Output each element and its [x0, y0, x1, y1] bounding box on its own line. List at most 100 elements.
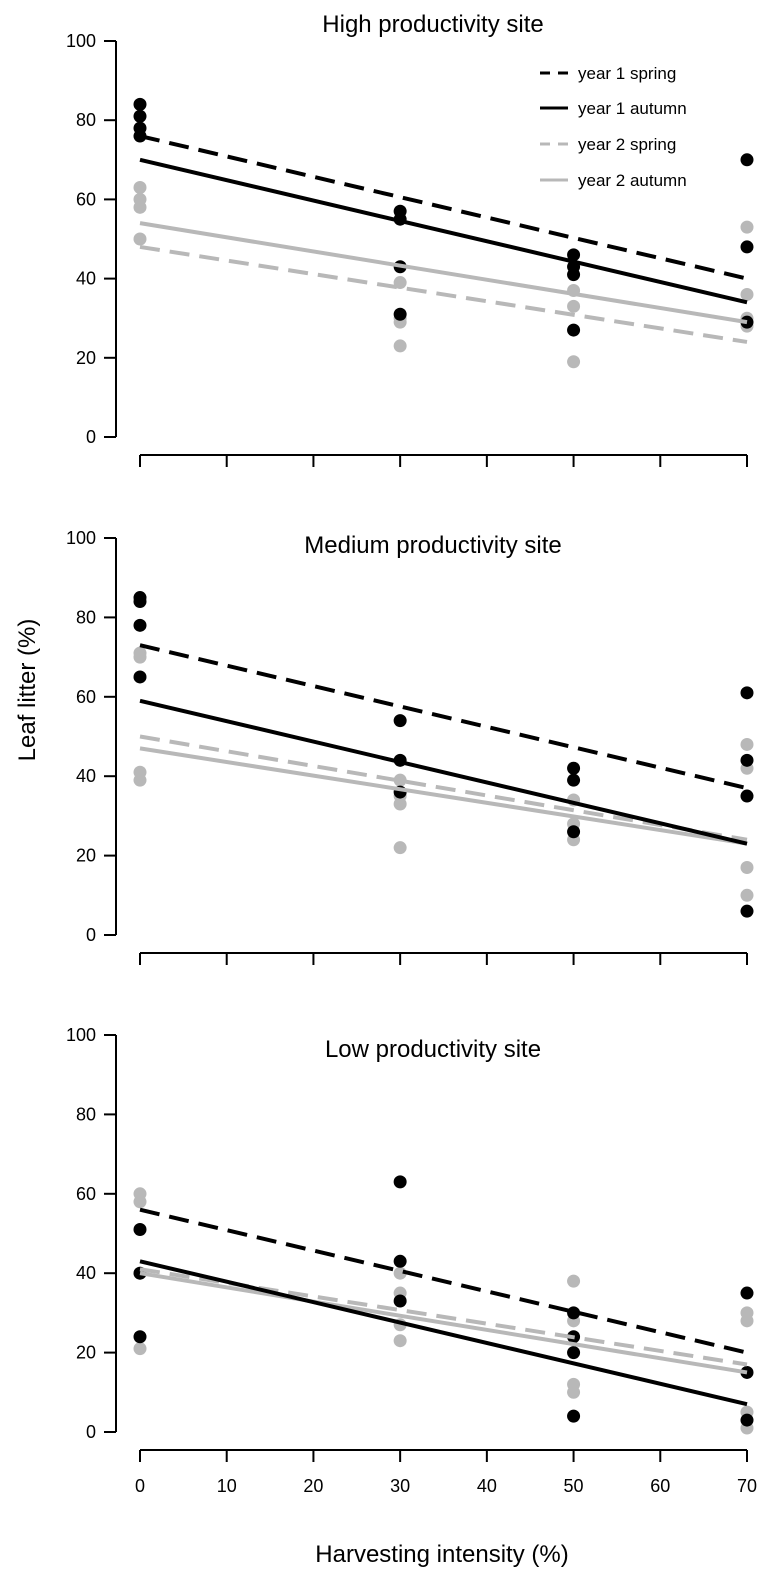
data-point-gray: [567, 299, 581, 313]
x-tick-label: 70: [737, 1476, 757, 1496]
panel-2: 0 20 40 60 80 100 Medium productivity site: [66, 528, 754, 965]
y-tick-label: 100: [66, 31, 96, 51]
data-point-black: [740, 789, 754, 803]
legend: year 1 spring year 1 autumn year 2 spring y…: [540, 64, 687, 190]
y-tick-label: 0: [86, 427, 96, 447]
data-point-gray: [740, 861, 754, 875]
data-point-black: [133, 670, 147, 684]
regression-line-y1s: [139, 134, 748, 281]
y-tick-label: 40: [76, 269, 96, 289]
panel-title: Medium productivity site: [304, 532, 561, 559]
data-point-black: [133, 1330, 147, 1344]
data-point-black: [740, 1286, 754, 1300]
data-point-black: [567, 268, 581, 282]
data-point-gray: [133, 181, 147, 195]
y-tick-label: 20: [76, 1343, 96, 1363]
data-point-gray: [740, 287, 754, 301]
x-tick-label: 20: [303, 1476, 323, 1496]
y-tick-label: 20: [76, 846, 96, 866]
regression-line-y2a: [139, 221, 748, 325]
y-tick-label: 80: [76, 1104, 96, 1124]
data-point-black: [133, 97, 147, 111]
data-point-gray: [567, 1385, 581, 1399]
x-tick-label: 30: [390, 1476, 410, 1496]
data-point-gray: [393, 339, 407, 353]
legend-label-y2a: year 2 autumn: [578, 171, 687, 190]
data-point-black: [567, 825, 581, 839]
x-tick-label: 60: [650, 1476, 670, 1496]
panel-1: 0 20 40 60 80 100 High productivity site year 1…: [66, 11, 754, 467]
data-point-black: [567, 1409, 581, 1423]
data-point-black: [567, 1306, 581, 1320]
y-tick-label: 40: [76, 1263, 96, 1283]
data-point-gray: [393, 797, 407, 811]
panel-3: 0 20 40 60 80 100 0 10 20 30 40 50 60 70 Low productiv…: [66, 1025, 757, 1496]
regression-line-y2a: [139, 746, 748, 846]
x-tick-label: 50: [564, 1476, 584, 1496]
data-point-black: [740, 1413, 754, 1427]
data-point-black: [393, 1294, 407, 1308]
data-point-black: [567, 1346, 581, 1360]
y-tick-label: 100: [66, 1025, 96, 1045]
x-tick-label: 0: [135, 1476, 145, 1496]
data-point-gray: [133, 232, 147, 246]
y-tick-label: 60: [76, 687, 96, 707]
x-axis-label: Harvesting intensity (%): [315, 1541, 568, 1568]
data-point-black: [740, 753, 754, 767]
data-point-black: [567, 773, 581, 787]
data-point-gray: [133, 1342, 147, 1356]
y-axis-label: Leaf litter (%): [14, 619, 41, 762]
data-point-black: [740, 904, 754, 918]
data-point-black: [133, 1223, 147, 1237]
data-point-black: [393, 1254, 407, 1268]
y-tick-label: 0: [86, 1422, 96, 1442]
data-point-gray: [740, 888, 754, 902]
x-tick-label: 10: [217, 1476, 237, 1496]
x-tick-label: 40: [477, 1476, 497, 1496]
data-point-black: [567, 248, 581, 262]
y-tick-label: 40: [76, 766, 96, 786]
legend-label-y1s: year 1 spring: [578, 64, 676, 83]
data-point-black: [740, 240, 754, 254]
data-point-gray: [567, 355, 581, 369]
data-point-gray: [393, 1334, 407, 1348]
panel-title: Low productivity site: [325, 1036, 541, 1063]
y-tick-label: 60: [76, 189, 96, 209]
data-point-black: [740, 686, 754, 700]
data-point-gray: [133, 773, 147, 787]
data-point-gray: [740, 1314, 754, 1328]
data-point-black: [393, 307, 407, 321]
data-point-black: [740, 153, 754, 167]
data-point-gray: [133, 1195, 147, 1209]
y-tick-label: 0: [86, 925, 96, 945]
y-tick-label: 80: [76, 607, 96, 627]
y-tick-label: 100: [66, 528, 96, 548]
regression-line-y1a: [139, 1259, 748, 1407]
y-tick-label: 80: [76, 110, 96, 130]
data-point-gray: [393, 841, 407, 855]
panel-title: High productivity site: [322, 11, 543, 38]
regression-line-y1s: [139, 643, 748, 791]
data-point-gray: [133, 650, 147, 664]
regression-line-y2s: [139, 244, 748, 344]
data-point-black: [567, 761, 581, 775]
data-point-gray: [393, 773, 407, 787]
legend-label-y2s: year 2 spring: [578, 135, 676, 154]
legend-label-y1a: year 1 autumn: [578, 99, 687, 118]
regression-line-y1s: [139, 1207, 748, 1355]
data-point-black: [567, 323, 581, 337]
data-point-black: [133, 618, 147, 632]
y-tick-label: 20: [76, 348, 96, 368]
data-point-gray: [567, 1274, 581, 1288]
data-point-black: [133, 109, 147, 123]
regression-line-y1a: [139, 157, 748, 305]
y-tick-label: 60: [76, 1184, 96, 1204]
data-point-gray: [740, 220, 754, 234]
regression-line-y2s: [139, 734, 748, 842]
regression-line-y2a: [139, 1271, 748, 1375]
data-point-black: [133, 595, 147, 609]
regression-line-y1a: [139, 698, 748, 846]
data-point-gray: [133, 200, 147, 214]
data-point-black: [393, 714, 407, 728]
